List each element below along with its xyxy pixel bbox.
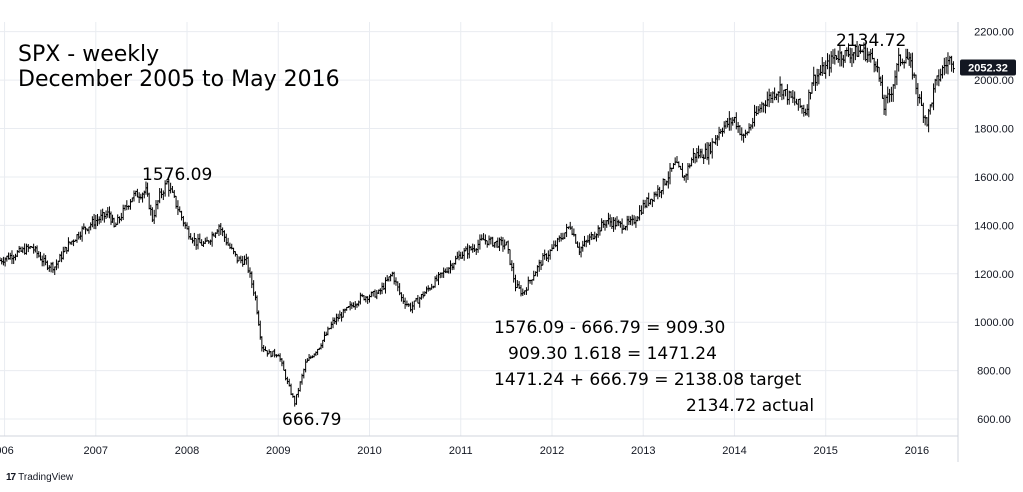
chart-subtitle: December 2005 to May 2016 [18, 67, 340, 92]
tradingview-logo[interactable]: 17 TradingView [6, 472, 73, 483]
peak-2007-label: 1576.09 [142, 165, 213, 185]
x-tick-label: 2007 [84, 445, 108, 457]
grid-lines [0, 22, 958, 436]
y-tick-label: 1200.00 [974, 269, 1014, 281]
calc-line-4: 2134.72 actual [686, 396, 815, 416]
x-tick-label: 2011 [449, 445, 473, 457]
x-tick-label: 2008 [175, 445, 199, 457]
y-tick-label: 2200.00 [974, 27, 1014, 39]
x-tick-label: 2009 [266, 445, 290, 457]
brand-name: TradingView [18, 472, 74, 483]
x-tick-label: 2015 [813, 445, 837, 457]
x-tick-label: 2010 [357, 445, 381, 457]
x-tick-label: 2016 [905, 445, 929, 457]
last-price-label: 2052.32 [968, 62, 1008, 74]
chart-title: SPX - weekly [18, 42, 160, 67]
x-tick-label: 2014 [722, 445, 746, 457]
x-tick-label: 2012 [540, 445, 564, 457]
y-tick-label: 1600.00 [974, 172, 1014, 184]
y-tick-label: 600.00 [977, 414, 1011, 426]
x-axis-ticks: 006 2007 2008 2009 2010 2011 2012 2013 2014 2015 2… [0, 445, 929, 457]
calc-line-3: 1471.24 + 666.79 = 2138.08 target [494, 370, 802, 390]
low-2009-label: 666.79 [282, 410, 342, 430]
price-bars [0, 40, 955, 407]
y-tick-label: 800.00 [977, 366, 1011, 378]
y-axis-ticks: 600.00 800.00 1000.00 1200.00 1400.00 1600.00… [974, 27, 1014, 426]
y-tick-label: 2000.00 [974, 75, 1014, 87]
y-tick-label: 1800.00 [974, 124, 1014, 136]
last-price-tag-bg [960, 59, 1016, 76]
last-price-tag: 2052.32 [960, 59, 1016, 76]
x-tick-label: 2013 [631, 445, 655, 457]
calc-line-1: 1576.09 - 666.79 = 909.30 [494, 318, 726, 338]
tradingview-icon: 17 [6, 472, 16, 483]
peak-2015-label: 2134.72 [836, 31, 907, 51]
calc-line-2: 909.30 1.618 = 1471.24 [508, 344, 717, 364]
y-tick-label: 1400.00 [974, 220, 1014, 232]
x-tick-label: 006 [0, 445, 14, 457]
y-tick-label: 1000.00 [974, 317, 1014, 329]
